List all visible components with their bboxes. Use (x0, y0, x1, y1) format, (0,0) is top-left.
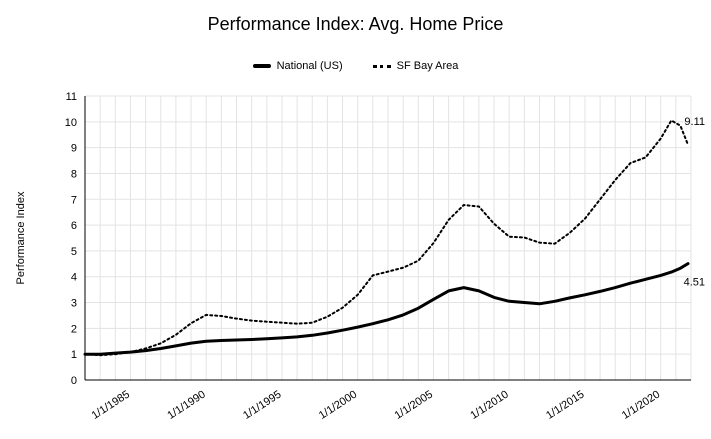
x-tick-label: 1/1/2005 (393, 388, 435, 421)
y-tick-label: 2 (71, 323, 77, 335)
x-tick-label: 1/1/2010 (468, 388, 510, 421)
y-tick-label: 8 (71, 168, 77, 180)
series-end-label: 4.51 (684, 277, 705, 289)
y-tick-label: 4 (71, 272, 77, 284)
x-tick-label: 1/1/1985 (90, 388, 132, 421)
y-tick-label: 6 (71, 220, 77, 232)
solid-line-marker-icon (252, 64, 271, 68)
x-tick-label: 1/1/1995 (241, 388, 283, 421)
dotted-line-marker-icon (372, 64, 391, 68)
legend-label-sf-bay-area: SF Bay Area (396, 60, 459, 72)
series-line-solid (83, 262, 690, 356)
series-end-label: 9.11 (684, 116, 705, 128)
series-line-dotted (84, 119, 689, 357)
y-tick-label: 9 (71, 143, 77, 155)
y-tick-label: 7 (71, 194, 77, 206)
y-tick-label: 5 (71, 246, 77, 258)
legend-label-national: National (US) (276, 60, 343, 72)
legend-item-national: National (US) (252, 60, 343, 72)
y-tick-label: 3 (71, 298, 77, 310)
x-tick-label: 1/1/1990 (165, 388, 207, 421)
x-tick-label: 1/1/2015 (544, 388, 586, 421)
y-axis-title: Performance Index (15, 191, 27, 284)
chart-title: Performance Index: Avg. Home Price (207, 14, 504, 34)
y-tick-label: 10 (65, 117, 77, 129)
legend-item-sf-bay-area: SF Bay Area (372, 60, 459, 72)
y-tick-label: 1 (71, 349, 77, 361)
x-tick-label: 1/1/2000 (317, 388, 359, 421)
y-tick-label: 0 (71, 375, 77, 387)
legend: National (US) SF Bay Area (0, 60, 711, 72)
y-tick-label: 11 (66, 91, 77, 103)
x-tick-label: 1/1/2020 (620, 388, 662, 421)
